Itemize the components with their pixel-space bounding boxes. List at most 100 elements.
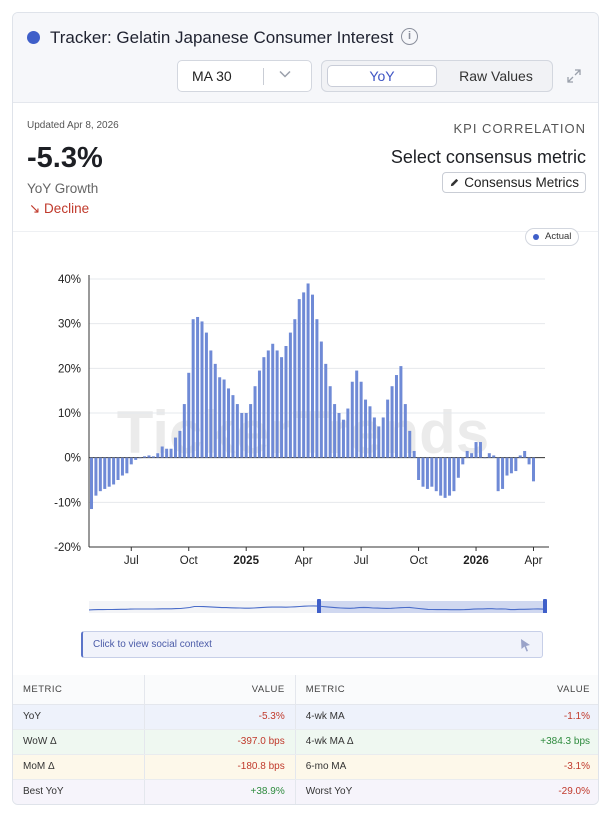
bar	[187, 372, 191, 458]
bar	[178, 430, 182, 458]
bar	[191, 319, 195, 458]
y-tick-label: -10%	[54, 497, 81, 509]
social-context-button[interactable]: Click to view social context	[81, 631, 543, 658]
x-tick-label: Jul	[124, 555, 139, 567]
bar	[452, 457, 456, 492]
metric-name: 4-wk MA Δ	[295, 729, 446, 755]
bar	[262, 357, 266, 458]
table-row: YoY -5.3% 4-wk MA -1.1%	[13, 704, 598, 730]
metric-value: -397.0 bps	[144, 729, 296, 755]
expand-icon[interactable]	[566, 68, 582, 84]
moving-average-select[interactable]: MA 30	[177, 60, 312, 92]
bar	[288, 332, 292, 458]
bar	[421, 457, 425, 487]
bar	[293, 319, 297, 458]
navigator-handle-left	[317, 599, 321, 613]
bar	[280, 357, 284, 458]
navigator-selection	[319, 601, 545, 613]
metric-value: -1.1%	[445, 704, 598, 730]
y-tick-label: 30%	[58, 319, 81, 331]
value-header-1: VALUE	[144, 675, 296, 705]
x-tick-label: 2026	[463, 555, 489, 567]
pencil-icon	[451, 178, 459, 187]
bar	[523, 450, 527, 458]
legend-label: Actual	[545, 231, 572, 242]
metric-value: -29.0%	[445, 779, 598, 804]
metrics-table: METRIC VALUE METRIC VALUE YoY -5.3% 4-wk…	[13, 675, 598, 804]
yoy-toggle-button[interactable]: YoY	[327, 65, 437, 87]
consensus-metrics-label: Consensus Metrics	[464, 175, 579, 190]
updated-date: Updated Apr 8, 2026	[27, 120, 119, 131]
bar	[165, 448, 169, 458]
bar	[372, 417, 376, 458]
bar	[381, 417, 385, 458]
bar	[249, 404, 253, 458]
bar	[425, 457, 429, 489]
x-tick-label: 2025	[233, 555, 259, 567]
bar	[364, 399, 368, 458]
navigator-handle-right	[543, 599, 547, 613]
bar	[355, 370, 359, 458]
legend-actual[interactable]: Actual	[525, 228, 579, 246]
metric-name: Worst YoY	[295, 779, 446, 804]
info-icon[interactable]: i	[401, 28, 418, 45]
series-color-dot	[27, 31, 40, 44]
bar	[297, 299, 301, 458]
y-tick-label: 40%	[58, 274, 81, 286]
table-row: MoM Δ -180.8 bps 6-mo MA -3.1%	[13, 754, 598, 780]
bar	[514, 457, 518, 472]
bar	[107, 457, 111, 487]
bar	[116, 457, 120, 480]
tracker-card: Tracker: Gelatin Japanese Consumer Inter…	[12, 12, 599, 805]
metric-name: 4-wk MA	[295, 704, 446, 730]
bar	[337, 413, 341, 458]
bar	[443, 457, 447, 498]
bar	[359, 381, 363, 458]
metric-value: -3.1%	[445, 754, 598, 780]
y-tick-label: -20%	[54, 542, 81, 554]
yoy-bar-chart: TickerTrends 40% 30% 20% 10% 0% -10% -20% Jul O…	[54, 274, 549, 613]
bar	[377, 426, 381, 458]
bar	[505, 457, 509, 476]
bar	[235, 404, 239, 458]
bar	[196, 316, 200, 458]
card-header: Tracker: Gelatin Japanese Consumer Inter…	[13, 13, 598, 103]
y-tick-label: 20%	[58, 363, 81, 375]
bar	[257, 370, 261, 458]
bar	[156, 453, 160, 458]
raw-values-toggle-button[interactable]: Raw Values	[459, 68, 533, 84]
kpi-correlation-title: KPI CORRELATION	[453, 121, 586, 136]
metric-header-2: METRIC	[295, 675, 446, 705]
bar	[341, 419, 345, 458]
bar	[120, 457, 124, 476]
bar	[240, 413, 244, 458]
bar	[456, 457, 460, 478]
chevron-down-icon[interactable]	[278, 67, 292, 84]
table-row: WoW Δ -397.0 bps 4-wk MA Δ +384.3 bps	[13, 729, 598, 755]
bar	[213, 363, 217, 458]
metric-name: WoW Δ	[13, 729, 146, 755]
bar	[461, 457, 465, 465]
trend-indicator: ↘ Decline	[29, 201, 90, 216]
cursor-icon	[521, 639, 530, 652]
bar	[306, 283, 310, 458]
bar	[492, 455, 496, 458]
kpi-label: YoY Growth	[27, 181, 99, 196]
tracker-title: Tracker: Gelatin Japanese Consumer Inter…	[50, 28, 394, 47]
metric-value: +38.9%	[144, 779, 296, 804]
bar	[328, 386, 332, 458]
select-divider	[263, 68, 264, 85]
bar	[434, 457, 438, 492]
bar	[143, 456, 147, 458]
bar	[222, 379, 226, 458]
bar	[209, 350, 213, 458]
consensus-metrics-button[interactable]: Consensus Metrics	[442, 172, 586, 193]
metric-name: YoY	[13, 704, 146, 730]
bar	[448, 457, 452, 496]
bar	[386, 399, 390, 458]
bar	[138, 457, 142, 459]
bar	[244, 413, 248, 458]
moving-average-value: MA 30	[192, 68, 232, 84]
bar	[439, 457, 443, 496]
bar	[394, 375, 398, 458]
